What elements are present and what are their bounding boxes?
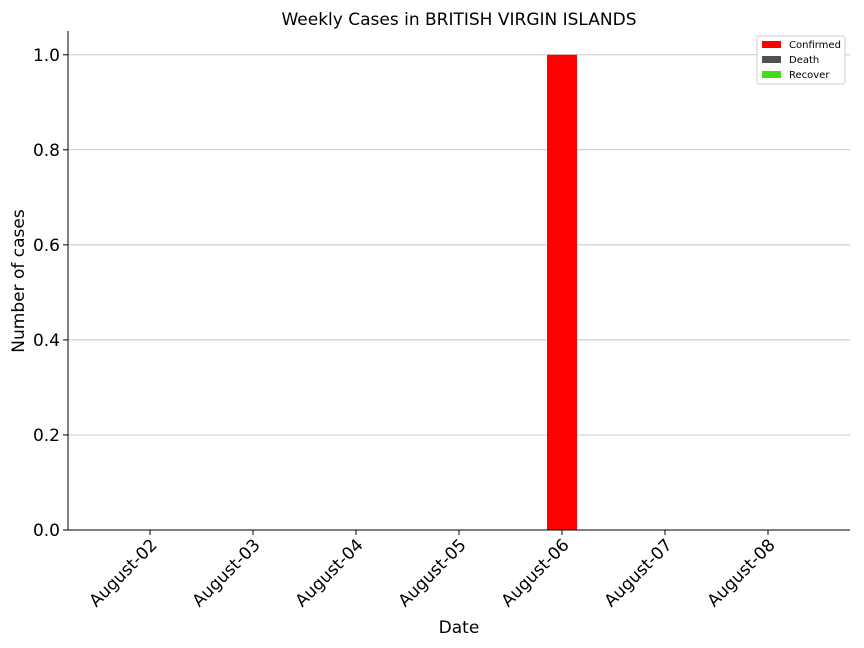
y-tick-label: 0.2: [33, 426, 60, 446]
bar-confirmed-august-06: [547, 54, 577, 531]
x-tick-label: August-06: [498, 535, 574, 611]
legend-swatch-confirmed: [762, 41, 781, 48]
legend-label-recover: Recover: [789, 70, 830, 81]
legend-label-confirmed: Confirmed: [789, 40, 841, 51]
y-tick-label: 1.0: [33, 46, 60, 66]
x-tick-label: August-08: [704, 535, 780, 611]
y-ticks: 0.0 0.2 0.4 0.6 0.8 1.0: [33, 46, 68, 541]
y-axis-title: Number of cases: [9, 209, 29, 353]
chart-title: Weekly Cases in BRITISH VIRGIN ISLANDS: [281, 10, 636, 30]
y-tick-label: 0.8: [33, 141, 60, 161]
legend-swatch-death: [762, 56, 781, 63]
axes: [67, 31, 850, 531]
x-tick-label: August-07: [601, 535, 677, 611]
gridlines: [68, 54, 850, 436]
x-tick-label: August-03: [189, 535, 265, 611]
bars: [547, 54, 577, 531]
x-tick-label: August-04: [292, 535, 368, 611]
legend: Confirmed Death Recover: [756, 35, 846, 85]
x-axis-title: Date: [439, 618, 480, 638]
x-ticks: August-02 August-03 August-04 August-05 Augu…: [86, 530, 780, 611]
y-tick-label: 0.0: [33, 521, 60, 541]
y-tick-label: 0.4: [33, 331, 60, 351]
y-tick-label: 0.6: [33, 236, 60, 256]
x-tick-label: August-02: [86, 535, 162, 611]
legend-label-death: Death: [789, 55, 819, 66]
legend-swatch-recover: [762, 71, 781, 78]
x-tick-label: August-05: [395, 535, 471, 611]
